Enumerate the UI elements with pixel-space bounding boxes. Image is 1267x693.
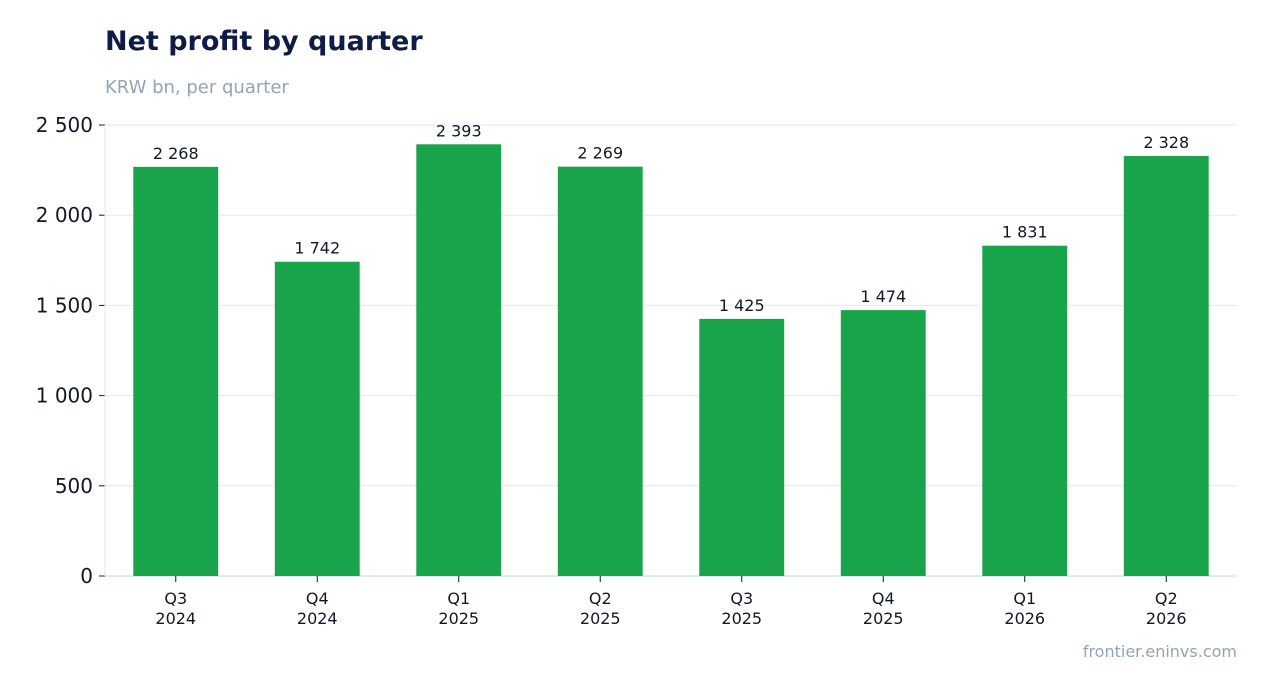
y-tick-label: 2 500 [36, 113, 93, 137]
x-tick-label: Q1 2025 [438, 589, 479, 628]
x-tick-label: Q2 2026 [1146, 589, 1187, 628]
data-label: 2 269 [577, 144, 623, 163]
y-tick-label: 2 000 [36, 203, 93, 227]
source-credit: frontier.eninvs.com [1082, 642, 1237, 661]
bar [982, 245, 1068, 576]
bar [1123, 156, 1209, 576]
data-label: 1 742 [294, 239, 340, 258]
x-tick-label: Q2 2025 [580, 589, 621, 628]
chart-title: Net profit by quarter [105, 26, 423, 57]
y-tick-label: 1 000 [36, 384, 93, 408]
y-tick-label: 1 500 [36, 293, 93, 317]
data-label: 1 425 [719, 296, 765, 315]
y-tick-label: 0 [80, 564, 93, 588]
y-tick-label: 500 [55, 474, 93, 498]
chart-subtitle: KRW bn, per quarter [105, 77, 289, 98]
x-tick-label: Q1 2026 [1004, 589, 1045, 628]
bar [840, 310, 926, 576]
bar [416, 144, 502, 576]
x-tick-label: Q4 2024 [297, 589, 338, 628]
data-label: 2 268 [153, 144, 199, 163]
bar [557, 166, 643, 576]
bar [274, 261, 360, 576]
x-tick-label: Q3 2024 [155, 589, 196, 628]
bar [133, 166, 219, 577]
x-tick-label: Q4 2025 [863, 589, 904, 628]
data-label: 1 831 [1002, 223, 1048, 242]
data-label: 1 474 [860, 287, 906, 306]
x-tick-label: Q3 2025 [721, 589, 762, 628]
data-label: 2 393 [436, 121, 482, 140]
bar [699, 318, 785, 576]
data-label: 2 328 [1143, 133, 1189, 152]
